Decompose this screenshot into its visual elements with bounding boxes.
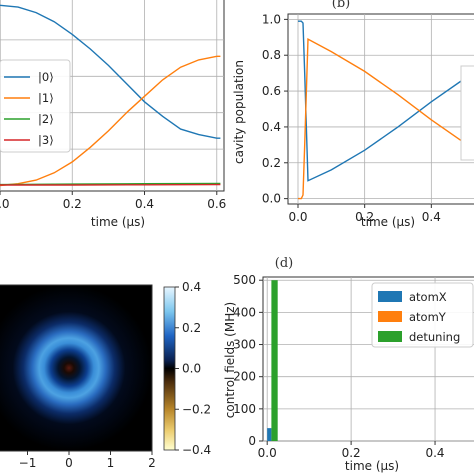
panel-a-series-line — [0, 55, 221, 187]
panel-a-legend: |0⟩ |1⟩ |2⟩ |3⟩ — [0, 59, 71, 153]
heatmap-image — [0, 285, 152, 451]
panel-a-xtick-label: 0.4 — [135, 197, 154, 211]
panel-d-legend-label: atomY — [409, 310, 447, 324]
panel-c-xtick-label: 1 — [107, 456, 115, 470]
panel-a-legend-label: |0⟩ — [38, 70, 54, 84]
panel-b-ytick-label: 1.0 — [262, 12, 281, 26]
panel-a-xtick-label: 0.6 — [207, 197, 226, 211]
panel-b-ytick-label: 0.0 — [262, 192, 281, 206]
panel-b-legend — [460, 65, 474, 161]
panel-b-xlabel: time (μs) — [361, 215, 415, 229]
panel-d-xtick-label: 0.4 — [425, 446, 444, 460]
panel-d-xtick-label: 0.0 — [258, 446, 277, 460]
panel-b-xtick-label: 0.0 — [288, 210, 307, 224]
panel-b-ytick-label: 0.2 — [262, 156, 281, 170]
panel-b-xtick-label: 0.4 — [422, 210, 441, 224]
panel-d-ylabel: control fields (MHz) — [223, 302, 237, 418]
panel-d-bar — [267, 428, 272, 441]
panel-d-legend: atomX atomY detuning — [371, 282, 474, 348]
panel-b-label: (b) — [332, 0, 350, 11]
panel-c-xtick-label: −1 — [19, 456, 37, 470]
colorbar-tick-label: 0.2 — [182, 321, 201, 335]
panel-d-bar — [271, 280, 278, 441]
panel-b-ytick-label: 0.6 — [262, 84, 281, 98]
panel-d-ytick-label: 400 — [233, 305, 256, 319]
panel-b-ytick-label: 0.4 — [262, 120, 281, 134]
colorbar-tick-label: 0.0 — [182, 362, 201, 376]
colorbar-tick-label: −0.4 — [182, 443, 211, 457]
panel-b-xtick-label: 0.2 — [355, 210, 374, 224]
panel-a-series-line — [0, 4, 221, 139]
panel-d-legend-swatch — [378, 291, 402, 302]
colorbar-tick-label: −0.2 — [182, 402, 211, 416]
colorbar-tick-label: 0.4 — [182, 280, 201, 294]
panel-d-xtick-label: 0.2 — [342, 446, 361, 460]
panel-d-ytick-label: 200 — [233, 370, 256, 384]
panel-a-legend-label: |2⟩ — [38, 112, 54, 126]
panel-b-series-line — [298, 20, 474, 182]
panel-a-xlabel: time (μs) — [91, 215, 145, 229]
panel-d-ytick-label: 500 — [233, 273, 256, 287]
panel-b-ylabel: cavity population — [232, 60, 246, 164]
panel-d-xlabel: time (μs) — [345, 459, 399, 473]
panel-d-ytick-label: 0 — [248, 434, 256, 448]
panel-a: 0.0 0.2 0.4 0.6 time (μs) |0⟩ |1⟩ |2⟩ |3⟩ — [0, 0, 226, 229]
panel-d-legend-label: atomX — [409, 290, 447, 304]
panel-b: (b) 0.0 0.2 0.4 0.0 0.2 0.4 0.6 0.8 1.0 time (μs… — [232, 0, 474, 229]
panel-b-ytick-label: 0.8 — [262, 48, 281, 62]
panel-c-xtick-label: 0 — [65, 456, 73, 470]
panel-a-legend-label: |3⟩ — [38, 133, 54, 147]
panel-a-xtick-label: 0.2 — [63, 197, 82, 211]
panel-c-xtick-label: 2 — [148, 456, 156, 470]
panel-a-xtick-label: 0.0 — [0, 197, 10, 211]
panel-b-series-line — [298, 37, 474, 200]
panel-d-legend-swatch — [378, 331, 402, 342]
panel-c: −1 0 1 2 0.4 0.2 0.0 −0.2 −0.4 — [0, 280, 211, 470]
panel-d-label: (d) — [275, 256, 293, 271]
panel-a-legend-label: |1⟩ — [38, 91, 54, 105]
panel-d-ytick-label: 100 — [233, 402, 256, 416]
panel-d-ytick-label: 300 — [233, 338, 256, 352]
panel-d-legend-swatch — [378, 311, 402, 322]
panel-d-legend-label: detuning — [409, 330, 460, 344]
colorbar — [163, 286, 176, 451]
